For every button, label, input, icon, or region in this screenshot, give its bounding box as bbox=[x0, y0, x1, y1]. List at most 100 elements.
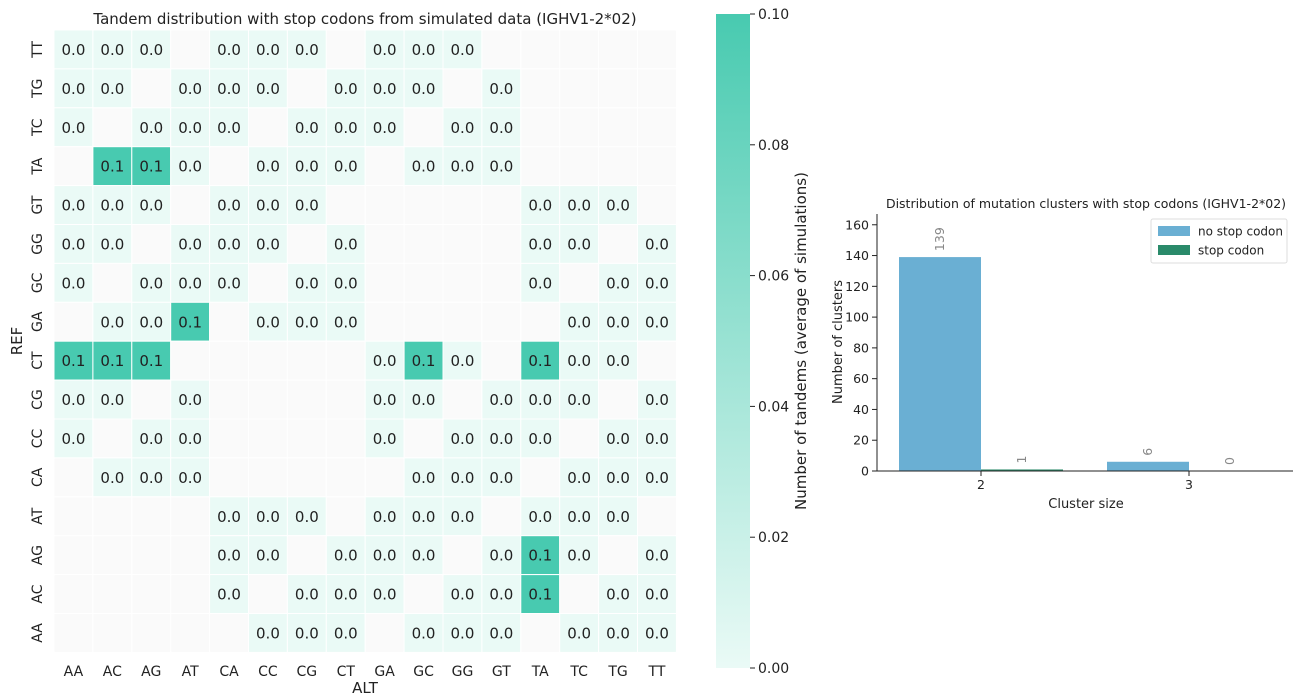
heatmap-cell-label: 0.0 bbox=[100, 41, 124, 59]
heatmap-cell-label: 0.0 bbox=[178, 430, 202, 448]
heatmap-cell bbox=[170, 224, 211, 264]
heatmap-cell bbox=[442, 68, 483, 109]
heatmap-cell-label: 0.0 bbox=[334, 158, 358, 176]
bar-y-tick-label: 100 bbox=[845, 310, 869, 325]
heatmap-x-tick: GT bbox=[492, 664, 511, 680]
heatmap-cell-label: 0.0 bbox=[645, 547, 669, 565]
heatmap-cell bbox=[520, 68, 561, 109]
heatmap-cells: 0.0 0.0 0.0 0.0 0.0 0.0 0.0 0.0 0.0 0.0 0.0 0.0 0.0 0… bbox=[53, 29, 677, 653]
bar-x-tick-label: 2 bbox=[977, 477, 985, 492]
heatmap-cell bbox=[520, 457, 561, 498]
heatmap-cell-label: 0.0 bbox=[489, 624, 513, 642]
heatmap-cell-label: 0.0 bbox=[528, 235, 552, 253]
heatmap-cell bbox=[209, 224, 250, 264]
bar-value-label: 0 bbox=[1222, 457, 1237, 465]
heatmap-cell-label: 0.0 bbox=[567, 508, 591, 526]
heatmap-cell bbox=[637, 146, 677, 187]
colorbar-tick-label: 0.06 bbox=[758, 269, 789, 285]
heatmap-cell bbox=[520, 340, 561, 381]
heatmap-title: Tandem distribution with stop codons fro… bbox=[92, 10, 636, 28]
heatmap-cell bbox=[520, 535, 561, 576]
heatmap-x-tick: AC bbox=[103, 664, 122, 680]
heatmap-cell bbox=[92, 418, 133, 459]
heatmap-cell bbox=[248, 224, 288, 264]
heatmap-cell bbox=[92, 301, 133, 342]
heatmap-cell-label: 0.0 bbox=[217, 508, 241, 526]
heatmap-cell bbox=[403, 262, 444, 303]
heatmap-cell bbox=[53, 185, 94, 226]
heatmap-cell bbox=[209, 146, 250, 187]
heatmap-cell bbox=[325, 418, 366, 459]
heatmap-cell bbox=[637, 496, 677, 537]
heatmap-cell-label: 0.0 bbox=[528, 508, 552, 526]
heatmap-cell bbox=[131, 146, 172, 187]
heatmap-x-tick: AT bbox=[182, 664, 199, 680]
bar-value-label: 1 bbox=[1014, 456, 1029, 464]
heatmap-cell bbox=[364, 185, 405, 226]
colorbar-tick-label: 0.04 bbox=[758, 399, 789, 415]
heatmap-cell bbox=[170, 29, 211, 70]
heatmap-cell bbox=[598, 146, 638, 187]
heatmap-cell-label: 0.0 bbox=[373, 119, 397, 137]
heatmap-cell bbox=[248, 457, 288, 498]
heatmap-cell-label: 0.0 bbox=[217, 80, 241, 98]
heatmap-cell bbox=[364, 496, 405, 537]
heatmap-cell bbox=[403, 301, 444, 342]
heatmap-cell bbox=[598, 379, 638, 420]
heatmap-cell-label: 0.0 bbox=[295, 313, 319, 331]
heatmap-cell bbox=[403, 224, 444, 264]
heatmap-cell bbox=[637, 29, 677, 70]
heatmap-y-tick: TC bbox=[30, 118, 46, 137]
heatmap-x-tick: TA bbox=[531, 664, 549, 680]
heatmap-cell-label: 0.1 bbox=[528, 586, 552, 604]
heatmap-cell bbox=[598, 418, 638, 459]
heatmap-cell-label: 0.0 bbox=[412, 624, 436, 642]
heatmap-cell-label: 0.0 bbox=[139, 41, 163, 59]
heatmap-cell bbox=[209, 107, 250, 148]
heatmap-cell bbox=[520, 262, 561, 303]
heatmap-cell bbox=[248, 535, 288, 576]
heatmap-cell bbox=[364, 262, 405, 303]
heatmap-cell-label: 0.0 bbox=[217, 41, 241, 59]
heatmap-cell bbox=[598, 107, 638, 148]
heatmap-cell-label: 0.0 bbox=[489, 80, 513, 98]
heatmap-cell bbox=[598, 340, 638, 381]
heatmap-cell bbox=[598, 29, 638, 70]
heatmap-cell bbox=[403, 613, 444, 653]
heatmap-cell bbox=[442, 457, 483, 498]
heatmap-cell bbox=[520, 107, 561, 148]
heatmap-cell bbox=[442, 262, 483, 303]
heatmap-cell bbox=[325, 379, 366, 420]
heatmap-cell bbox=[53, 457, 94, 498]
heatmap-cell bbox=[559, 262, 600, 303]
bar-chart: Distribution of mutation clusters with s… bbox=[831, 196, 1293, 512]
heatmap-cell bbox=[637, 301, 677, 342]
heatmap-cell bbox=[248, 146, 288, 187]
heatmap-cell-label: 0.0 bbox=[373, 508, 397, 526]
heatmap-cell-label: 0.0 bbox=[489, 391, 513, 409]
heatmap-cell-label: 0.0 bbox=[606, 197, 630, 215]
heatmap-cell-label: 0.0 bbox=[645, 586, 669, 604]
heatmap-cell-label: 0.0 bbox=[489, 547, 513, 565]
heatmap-cell bbox=[92, 613, 133, 653]
heatmap-cell bbox=[170, 496, 211, 537]
heatmap-cell bbox=[92, 496, 133, 537]
heatmap-cell-label: 0.0 bbox=[567, 313, 591, 331]
heatmap-cell bbox=[248, 107, 288, 148]
bar-y-tick-label: 0 bbox=[861, 464, 869, 479]
heatmap-cell bbox=[637, 613, 677, 653]
heatmap-cell-label: 0.0 bbox=[489, 586, 513, 604]
heatmap-cell-label: 0.0 bbox=[178, 235, 202, 253]
heatmap-cell-label: 0.0 bbox=[334, 313, 358, 331]
heatmap-cell bbox=[248, 262, 288, 303]
heatmap-cell-label: 0.0 bbox=[139, 313, 163, 331]
heatmap-cell-label: 0.0 bbox=[489, 430, 513, 448]
heatmap-cell-label: 0.0 bbox=[567, 235, 591, 253]
heatmap-cell bbox=[209, 379, 250, 420]
heatmap-cell bbox=[364, 340, 405, 381]
heatmap-cell-label: 0.1 bbox=[528, 352, 552, 370]
heatmap-cell bbox=[131, 535, 172, 576]
heatmap-cell bbox=[286, 68, 327, 109]
heatmap-cell-label: 0.0 bbox=[567, 469, 591, 487]
heatmap-cell-label: 0.0 bbox=[334, 274, 358, 292]
